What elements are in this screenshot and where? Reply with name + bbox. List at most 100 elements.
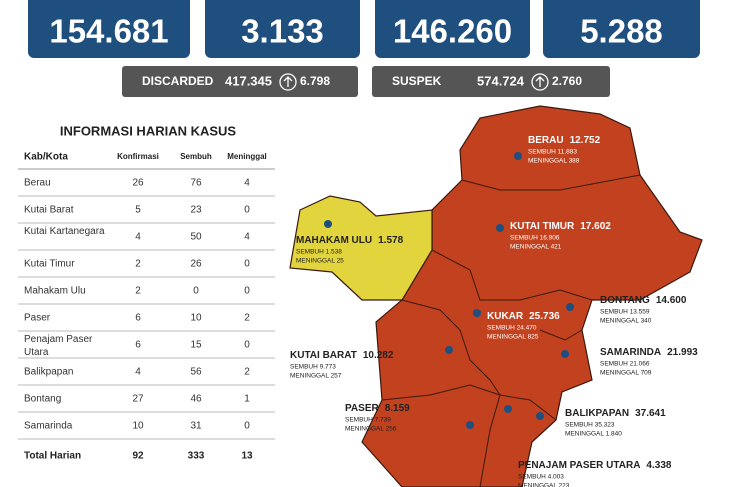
arrow-icon <box>279 73 297 91</box>
region-meninggal: MENINGGAL 223 <box>518 483 570 487</box>
table-cell: Kutai Barat <box>24 205 74 216</box>
table-cell-line: Kutai Kartanegara <box>24 226 105 237</box>
region-total: 4.338 <box>646 460 671 471</box>
table-title: INFORMASI HARIAN KASUS <box>60 123 237 138</box>
region-sembuh: SEMBUH 1.538 <box>296 249 342 256</box>
region-name: BALIKPAPAN <box>565 408 629 419</box>
region-heading: BALIKPAPAN 37.641 <box>565 408 666 419</box>
secondary-value: 417.345 <box>225 73 272 88</box>
table-total: 92 <box>132 451 144 462</box>
map-border <box>461 174 641 191</box>
table-header: Meninggal <box>227 152 267 161</box>
arrow-icon <box>535 76 545 87</box>
stat-box <box>28 0 190 58</box>
table-cell: 5 <box>135 205 141 216</box>
table-cell-line: Utara <box>24 347 49 358</box>
arrow-icon <box>531 73 549 91</box>
region-sembuh: SEMBUH 35.323 <box>565 422 615 429</box>
table-cell: Berau <box>24 178 51 189</box>
region-name: KUKAR <box>487 311 524 322</box>
region-name: KUTAI TIMUR <box>510 221 575 232</box>
region-heading: MAHAKAM ULU 1.578 <box>296 235 404 246</box>
region-dot <box>496 224 504 232</box>
table-cell-line: Penajam Paser <box>24 334 93 345</box>
region-sembuh: SEMBUH 24.470 <box>487 325 537 332</box>
secondary-label: SUSPEK <box>392 74 442 88</box>
region-meninggal: MENINGGAL 421 <box>510 244 562 251</box>
region-name: MAHAKAM ULU <box>296 235 372 246</box>
table-header: Konfirmasi <box>117 152 159 161</box>
table-cell: 2 <box>135 286 141 297</box>
region-sembuh: SEMBUH 9.773 <box>290 364 336 371</box>
secondary-change: 6.798 <box>300 74 330 88</box>
stat-value: 3.133 <box>241 13 324 50</box>
map-border <box>539 329 583 341</box>
secondary-box <box>122 66 358 97</box>
table-cell: Mahakam Ulu <box>24 286 86 297</box>
region-total: 21.993 <box>667 347 698 358</box>
table-cell: Kutai Kartanegara <box>24 226 105 237</box>
secondary-box <box>372 66 610 97</box>
table-cell: 0 <box>244 286 250 297</box>
region-total: 17.602 <box>580 221 611 232</box>
table-cell: 23 <box>190 205 202 216</box>
table-cell: 31 <box>190 421 202 432</box>
region-sembuh: SEMBUH 7.739 <box>345 417 391 424</box>
table-header: Sembuh <box>180 152 212 161</box>
region-total: 12.752 <box>570 135 601 146</box>
stat-box <box>543 0 700 58</box>
table-cell: Paser <box>24 313 51 324</box>
region-sembuh: SEMBUH 11.883 <box>528 149 577 156</box>
region-meninggal: MENINGGAL 1.840 <box>565 431 622 438</box>
region-meninggal: MENINGGAL 388 <box>528 158 580 165</box>
region-total: 10.282 <box>363 350 394 361</box>
region-name: BONTANG <box>600 295 650 306</box>
region-sembuh: SEMBUH 4.003 <box>518 474 564 481</box>
arrow-icon <box>283 76 293 87</box>
secondary-label: DISCARDED <box>142 74 214 88</box>
region-name: SAMARINDA <box>600 347 661 358</box>
region-sembuh: SEMBUH 13.559 <box>600 309 650 316</box>
table-cell: 6 <box>135 340 141 351</box>
region-heading: KUKAR 25.736 <box>487 311 560 322</box>
table-cell: Penajam Paser Utara <box>24 334 93 358</box>
region-total: 8.159 <box>385 403 410 414</box>
table-cell: 0 <box>244 205 250 216</box>
region-meninggal: MENINGGAL 256 <box>345 426 397 433</box>
table-cell: 10 <box>190 313 202 324</box>
table-total: 333 <box>188 451 205 462</box>
stat-value: 154.681 <box>49 13 168 50</box>
stat-value: 146.260 <box>393 13 512 50</box>
table-cell: 10 <box>132 421 144 432</box>
table-cell: 15 <box>190 340 202 351</box>
table-cell: 4 <box>135 232 141 243</box>
table-cell: 26 <box>132 178 144 189</box>
stat-value: 5.288 <box>580 13 663 50</box>
secondary-value: 574.724 <box>477 73 525 88</box>
region-dot <box>561 350 569 358</box>
table-cell: 0 <box>244 421 250 432</box>
region-meninggal: MENINGGAL 25 <box>296 258 344 265</box>
stat-box <box>205 0 360 58</box>
region-total: 1.578 <box>378 235 403 246</box>
region-sembuh: SEMBUH 16.906 <box>510 235 560 242</box>
table-cell: 76 <box>190 178 202 189</box>
table-cell: 4 <box>244 232 250 243</box>
region-meninggal: MENINGGAL 709 <box>600 370 652 377</box>
region-dot <box>514 152 522 160</box>
region-dot <box>466 421 474 429</box>
table-cell: 0 <box>193 286 199 297</box>
region-heading: PASER 8.159 <box>345 403 410 414</box>
table-total: Total Harian <box>24 451 81 462</box>
region-meninggal: MENINGGAL 825 <box>487 334 539 341</box>
table-cell: Samarinda <box>24 421 73 432</box>
region-heading: KUTAI TIMUR 17.602 <box>510 221 611 232</box>
table-cell: 1 <box>244 394 250 405</box>
stat-box <box>375 0 530 58</box>
table-cell: Balikpapan <box>24 367 73 378</box>
table-cell: 2 <box>244 313 250 324</box>
table-cell: 2 <box>244 367 250 378</box>
region-heading: BONTANG 14.600 <box>600 295 687 306</box>
region-heading: SAMARINDA 21.993 <box>600 347 698 358</box>
